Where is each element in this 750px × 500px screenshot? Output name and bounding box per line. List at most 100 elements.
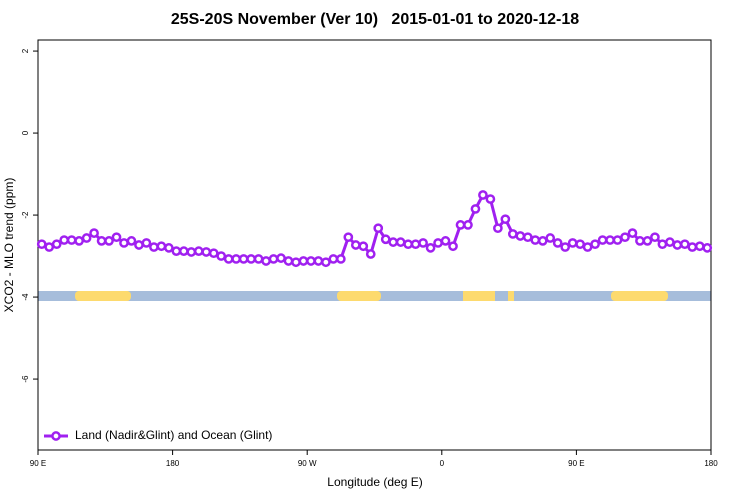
point	[530, 235, 541, 245]
y-tick-label: 2	[21, 48, 30, 53]
point	[276, 253, 286, 263]
point	[657, 239, 668, 250]
point	[89, 228, 99, 238]
y-tick-label: -4	[21, 293, 30, 301]
point	[365, 249, 376, 259]
point	[582, 242, 593, 252]
point	[410, 239, 421, 250]
point	[223, 254, 234, 264]
y-axis-label: XCO2 - MLO trend (ppm)	[2, 178, 16, 313]
point	[672, 240, 683, 250]
point	[253, 254, 264, 264]
point	[186, 247, 197, 257]
point	[425, 243, 436, 253]
x-tick-label: 90 E	[568, 459, 584, 468]
point	[343, 232, 354, 243]
point	[336, 254, 346, 264]
point	[687, 242, 698, 252]
legend-marker	[51, 431, 61, 441]
point	[321, 257, 331, 268]
point	[597, 235, 608, 245]
point	[485, 194, 496, 204]
point	[171, 246, 182, 256]
point	[440, 236, 451, 246]
point	[627, 228, 638, 238]
point	[178, 246, 189, 256]
point	[507, 229, 518, 239]
point	[403, 239, 413, 250]
point	[96, 236, 107, 246]
point	[358, 241, 369, 252]
land-band	[463, 291, 495, 301]
point	[635, 236, 645, 246]
y-tick-label: -6	[21, 375, 30, 383]
legend-label: Land (Nadir&Glint) and Ocean (Glint)	[75, 428, 272, 442]
point	[612, 235, 623, 245]
point	[650, 232, 660, 243]
point	[246, 254, 256, 264]
point	[590, 239, 600, 250]
point	[395, 237, 406, 247]
point	[201, 247, 212, 257]
point	[66, 235, 77, 245]
point	[470, 204, 481, 214]
point	[261, 256, 271, 266]
point	[388, 237, 399, 247]
land-band	[337, 291, 381, 301]
point	[81, 233, 92, 243]
point	[537, 236, 548, 246]
land-band	[75, 291, 131, 301]
point	[448, 241, 458, 252]
point	[679, 239, 690, 250]
point	[605, 235, 615, 245]
point	[74, 236, 84, 246]
point	[291, 257, 301, 268]
point	[238, 254, 249, 264]
point	[313, 256, 324, 266]
point	[433, 238, 443, 248]
point	[134, 240, 144, 250]
point	[500, 214, 511, 225]
point	[702, 243, 713, 253]
chart-title: 25S-20S November (Ver 10) 2015-01-01 to …	[171, 11, 579, 28]
point	[478, 190, 488, 200]
point	[156, 241, 167, 252]
x-tick-label: 90 E	[30, 459, 46, 468]
point	[552, 238, 563, 248]
land-band	[508, 291, 514, 301]
point	[149, 242, 159, 252]
point	[694, 241, 705, 252]
land-band	[611, 291, 668, 301]
point	[493, 223, 503, 234]
point	[36, 239, 47, 250]
point	[44, 242, 55, 252]
point	[141, 238, 152, 248]
point	[575, 239, 585, 250]
point	[328, 254, 339, 264]
point	[380, 234, 391, 245]
point	[51, 239, 62, 250]
y-tick-label: -2	[21, 211, 30, 219]
point	[373, 223, 384, 234]
point	[545, 233, 556, 243]
surface-band	[38, 291, 711, 301]
point	[164, 243, 174, 253]
point	[560, 242, 571, 252]
x-tick-label: 90 W	[298, 459, 317, 468]
point	[665, 237, 675, 247]
point	[283, 256, 294, 266]
x-tick-label: 180	[166, 459, 180, 468]
point	[231, 254, 242, 264]
point	[268, 254, 279, 264]
point	[515, 231, 526, 241]
point	[642, 236, 653, 246]
point	[455, 220, 466, 230]
point	[522, 232, 533, 243]
point	[111, 232, 122, 243]
point	[126, 236, 137, 246]
point	[59, 235, 70, 245]
point	[104, 236, 114, 246]
x-tick-label: 0	[440, 459, 445, 468]
